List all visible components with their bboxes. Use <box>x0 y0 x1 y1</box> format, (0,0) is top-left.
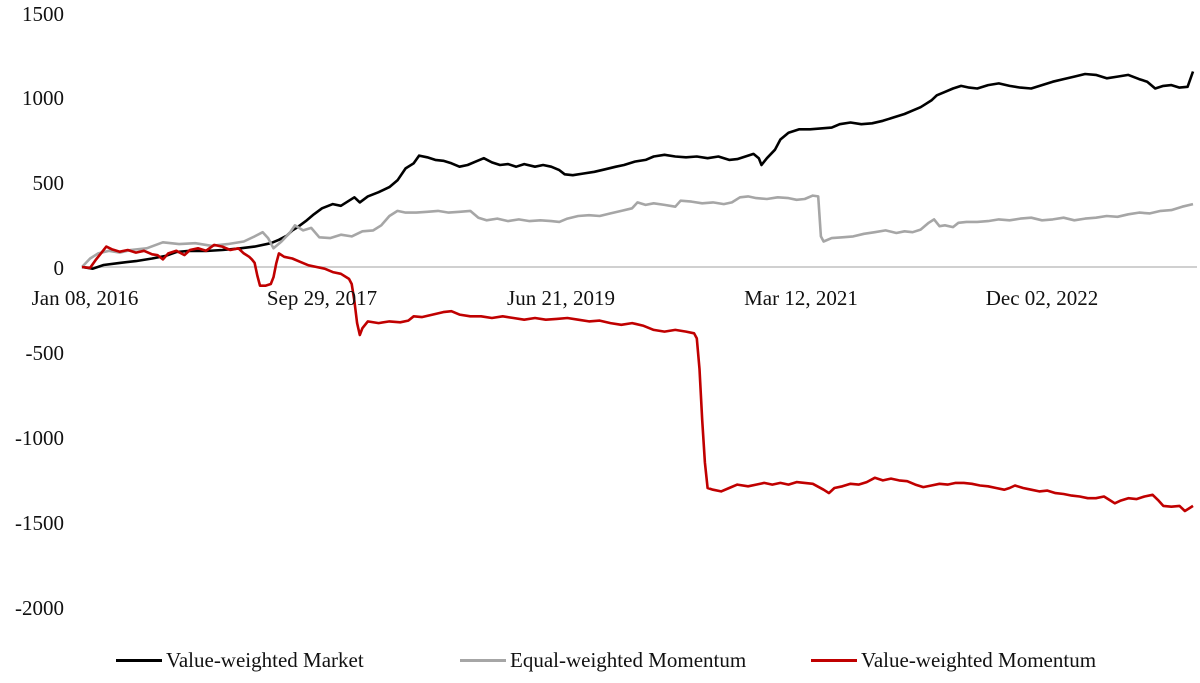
y-tick-label: 1500 <box>22 2 64 26</box>
series-line-value-weighted-momentum <box>81 243 1194 513</box>
series-line-equal-weighted-momentum <box>81 194 1194 268</box>
legend-label: Value-weighted Market <box>166 648 364 672</box>
y-tick-label: -1000 <box>15 426 64 450</box>
legend-line-icon <box>460 659 506 662</box>
legend-line-icon <box>811 659 857 662</box>
series-layer <box>81 71 1195 513</box>
x-tick-label: Dec 02, 2022 <box>985 286 1099 310</box>
y-tick-label: 0 <box>53 256 65 280</box>
x-tick-label: Jun 21, 2019 <box>507 286 615 310</box>
legend-line-icon <box>116 659 162 662</box>
y-tick-label: 1000 <box>22 86 64 110</box>
legend-item-value-weighted-market: Value-weighted Market <box>116 648 364 673</box>
y-tick-label: -2000 <box>15 596 64 620</box>
x-tick-label: Sep 29, 2017 <box>266 286 378 310</box>
legend-label: Value-weighted Momentum <box>861 648 1097 672</box>
legend-item-value-weighted-momentum: Value-weighted Momentum <box>811 648 1096 673</box>
legend: Value-weighted Market Equal-weighted Mom… <box>0 648 1200 674</box>
y-tick-label: -500 <box>25 341 65 365</box>
y-tick-label: 500 <box>32 171 65 195</box>
x-tick-label: Mar 12, 2021 <box>744 286 858 310</box>
series-line-value-weighted-market <box>81 71 1195 271</box>
legend-item-equal-weighted-momentum: Equal-weighted Momentum <box>460 648 746 673</box>
x-tick-label: Jan 08, 2016 <box>31 286 139 310</box>
y-tick-label: -1500 <box>15 511 64 535</box>
legend-label: Equal-weighted Momentum <box>510 648 747 672</box>
